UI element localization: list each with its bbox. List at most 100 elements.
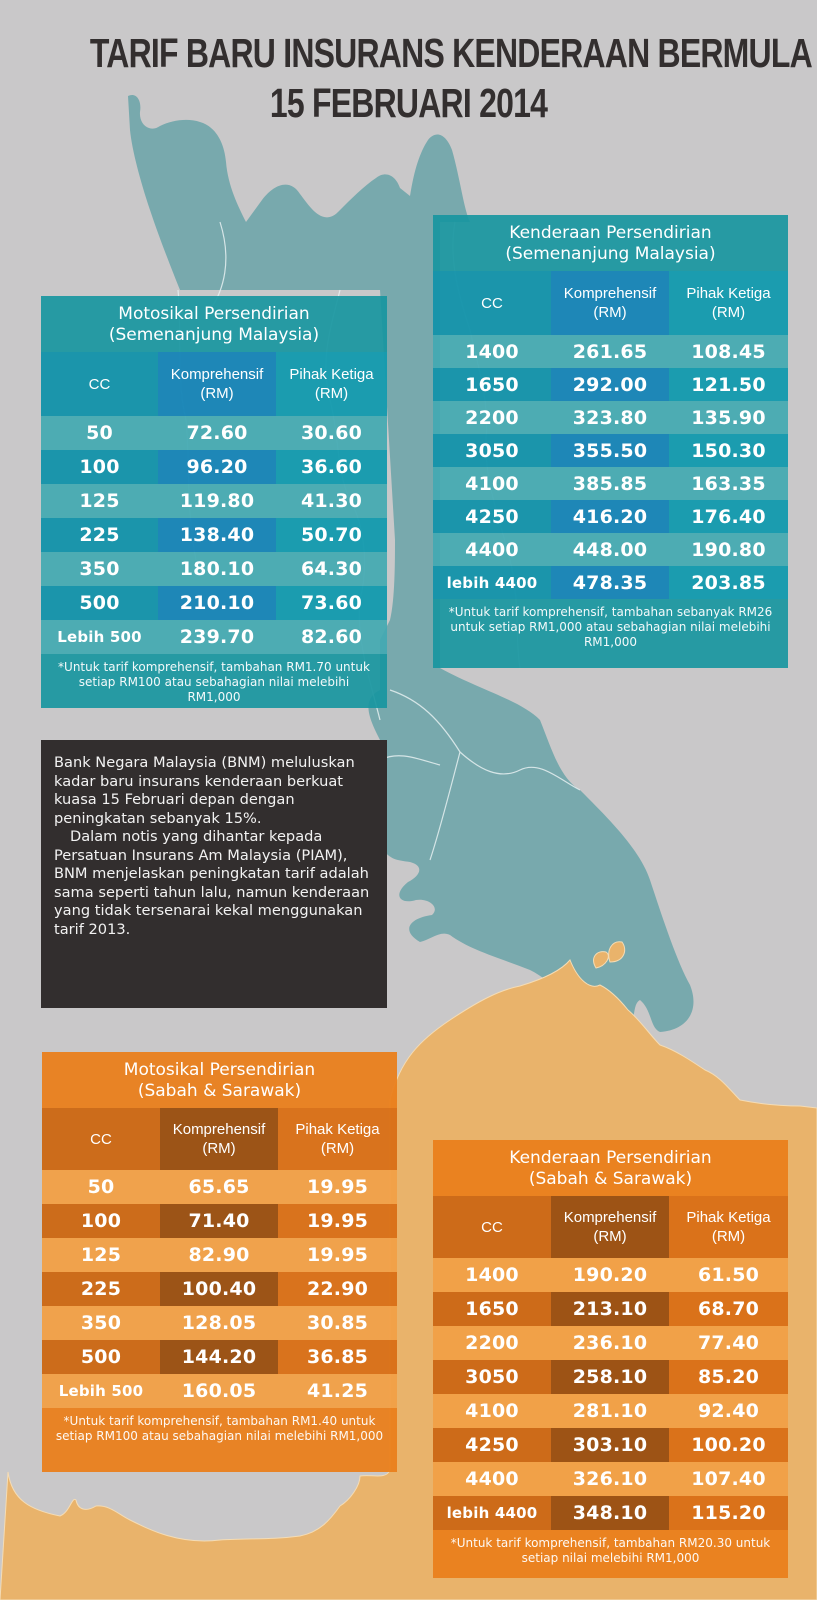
table-cell: 3050 — [433, 1360, 551, 1394]
table-cell: 30.85 — [278, 1306, 397, 1340]
col-komprehensif: Komprehensif (RM) — [158, 352, 276, 416]
info-paragraph-1: Bank Negara Malaysia (BNM) meluluskan ka… — [54, 754, 355, 827]
table-cell: 225 — [41, 518, 158, 552]
footnote: *Untuk tarif komprehensif, tambahan RM1.… — [58, 660, 370, 704]
table-cell: 203.85 — [669, 566, 788, 599]
heading-line-1: Motosikal Persendirian — [118, 304, 310, 324]
table-cell: 1650 — [433, 368, 551, 401]
header-text: (RM) — [593, 1228, 627, 1245]
moto-semenanjung-panel: Motosikal Persendirian (Semenanjung Mala… — [41, 296, 387, 708]
table-row: 2200 236.10 77.40 — [433, 1326, 788, 1360]
table-cell: 138.40 — [158, 518, 276, 552]
header-text: (RM) — [202, 1140, 236, 1157]
peninsula-map-shape — [128, 94, 694, 1036]
table-cell: 36.60 — [276, 450, 387, 484]
rate-table: CC Komprehensif (RM) Pihak Ketiga (RM) 140… — [433, 1196, 788, 1530]
header-text: CC — [481, 1218, 503, 1236]
table-cell: 239.70 — [158, 620, 276, 654]
table-row: 225 138.40 50.70 — [41, 518, 387, 552]
table-cell: 30.60 — [276, 416, 387, 450]
table-cell: 1650 — [433, 1292, 551, 1326]
header-text: (RM) — [320, 1140, 355, 1157]
header-text: Pihak Ketiga — [686, 285, 771, 302]
table-cell: 41.30 — [276, 484, 387, 518]
table-row: 125 82.90 19.95 — [42, 1238, 397, 1272]
table-cell: 4250 — [433, 500, 551, 533]
table-cell: 1400 — [433, 335, 551, 368]
table-cell: 72.60 — [158, 416, 276, 450]
table-cell: 163.35 — [669, 467, 788, 500]
header-text: (RM) — [593, 304, 627, 321]
header-text: (RM) — [711, 1228, 746, 1245]
table-row: 350 180.10 64.30 — [41, 552, 387, 586]
table-cell: 19.95 — [278, 1170, 397, 1204]
table-cell: 73.60 — [276, 586, 387, 620]
header-text: Pihak Ketiga — [686, 1209, 771, 1226]
table-cell: 50 — [41, 416, 158, 450]
table-cell: 19.95 — [278, 1238, 397, 1272]
kereta-semenanjung-panel: Kenderaan Persendirian (Semenanjung Mala… — [433, 215, 788, 668]
col-pihak-ketiga: Pihak Ketiga (RM) — [669, 1196, 788, 1258]
heading-line-2: (Sabah & Sarawak) — [137, 1081, 302, 1101]
table-cell: 478.35 — [551, 566, 669, 599]
table-row: 4400 448.00 190.80 — [433, 533, 788, 566]
table-cell: 2200 — [433, 401, 551, 434]
footnote: *Untuk tarif komprehensif, tambahan seba… — [448, 605, 773, 649]
table-cell: 355.50 — [551, 434, 669, 467]
table-cell: 128.05 — [160, 1306, 278, 1340]
table-cell: Lebih 500 — [41, 620, 158, 654]
col-cc: CC — [42, 1108, 160, 1170]
col-cc: CC — [433, 1196, 551, 1258]
table-cell: 107.40 — [669, 1462, 788, 1496]
table-cell: 22.90 — [278, 1272, 397, 1306]
header-text: (RM) — [711, 304, 746, 321]
panel-heading: Motosikal Persendirian (Sabah & Sarawak) — [42, 1052, 397, 1108]
heading-line-2: (Semenanjung Malaysia) — [108, 325, 320, 345]
table-cell: 350 — [42, 1306, 160, 1340]
table-row: 225 100.40 22.90 — [42, 1272, 397, 1306]
table-cell: 348.10 — [551, 1496, 669, 1530]
rate-table: CC Komprehensif (RM) Pihak Ketiga (RM) 50 6… — [42, 1108, 397, 1408]
table-cell: 4100 — [433, 1394, 551, 1428]
table-cell: 65.65 — [160, 1170, 278, 1204]
table-cell: 416.20 — [551, 500, 669, 533]
panel-heading: Kenderaan Persendirian (Semenanjung Mala… — [433, 215, 788, 271]
table-cell: 100 — [41, 450, 158, 484]
table-row: 50 65.65 19.95 — [42, 1170, 397, 1204]
info-textbox: Bank Negara Malaysia (BNM) meluluskan ka… — [41, 740, 387, 1008]
title-line-1: TARIF BARU INSURANS KENDERAAN BERMULA — [89, 30, 813, 76]
heading-line-1: Kenderaan Persendirian — [509, 1148, 712, 1168]
table-cell: 125 — [42, 1238, 160, 1272]
table-row: 500 210.10 73.60 — [41, 586, 387, 620]
table-cell: 500 — [42, 1340, 160, 1374]
table-header-row: CC Komprehensif (RM) Pihak Ketiga (RM) — [433, 1196, 788, 1258]
table-cell: 100.20 — [669, 1428, 788, 1462]
table-cell: 180.10 — [158, 552, 276, 586]
col-komprehensif: Komprehensif (RM) — [160, 1108, 278, 1170]
table-row: 125 119.80 41.30 — [41, 484, 387, 518]
moto-sabah-panel: Motosikal Persendirian (Sabah & Sarawak)… — [42, 1052, 397, 1472]
table-cell: 4400 — [433, 533, 551, 566]
header-text: Pihak Ketiga — [295, 1121, 380, 1138]
header-text: Komprehensif — [563, 1209, 657, 1226]
table-cell: 160.05 — [160, 1374, 278, 1408]
header-text: CC — [90, 1130, 112, 1148]
table-cell: 92.40 — [669, 1394, 788, 1428]
table-cell: 258.10 — [551, 1360, 669, 1394]
heading-line-2: (Semenanjung Malaysia) — [505, 244, 716, 264]
table-cell: 119.80 — [158, 484, 276, 518]
table-cell: 350 — [41, 552, 158, 586]
col-pihak-ketiga: Pihak Ketiga (RM) — [276, 352, 387, 416]
table-cell: 71.40 — [160, 1204, 278, 1238]
table-cell: 115.20 — [669, 1496, 788, 1530]
table-header-row: CC Komprehensif (RM) Pihak Ketiga (RM) — [42, 1108, 397, 1170]
header-text: Komprehensif — [172, 1121, 266, 1138]
table-cell: 176.40 — [669, 500, 788, 533]
table-row: 1650 292.00 121.50 — [433, 368, 788, 401]
table-cell: 68.70 — [669, 1292, 788, 1326]
col-komprehensif: Komprehensif (RM) — [551, 1196, 669, 1258]
table-cell: 292.00 — [551, 368, 669, 401]
table-row: 2200 323.80 135.90 — [433, 401, 788, 434]
table-row: 1400 261.65 108.45 — [433, 335, 788, 368]
header-text: Komprehensif — [170, 366, 264, 383]
